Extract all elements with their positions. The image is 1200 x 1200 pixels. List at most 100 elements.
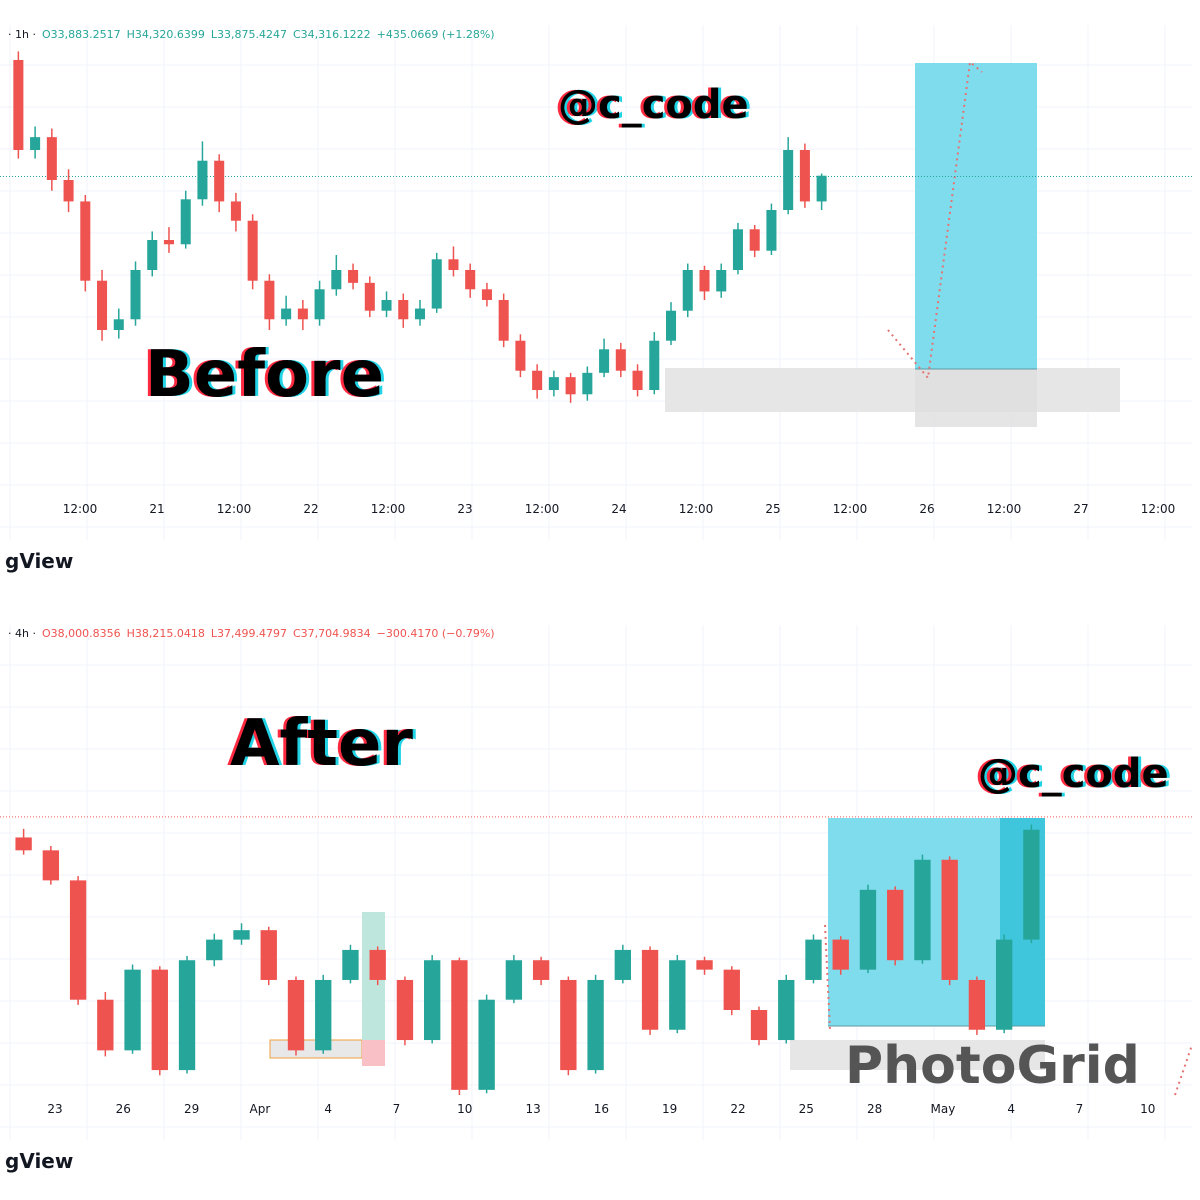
candle-body: [716, 270, 727, 292]
x-tick-label: 29: [184, 1102, 199, 1116]
x-tick-label: 12:00: [679, 502, 714, 516]
candle-body: [649, 340, 660, 390]
annotation: Before: [145, 338, 384, 412]
candle-body: [669, 960, 686, 1030]
candle-body: [97, 999, 114, 1051]
x-tick-label: 12:00: [833, 502, 868, 516]
annotation: @c_code: [558, 82, 749, 128]
candle-body: [799, 150, 810, 202]
candle-body: [13, 60, 24, 150]
candle-body: [816, 175, 827, 202]
candle-body: [197, 160, 208, 200]
x-tick-label: 26: [919, 502, 934, 516]
x-tick-label: 12:00: [1141, 502, 1176, 516]
candle-body: [732, 229, 743, 270]
candle-body: [914, 859, 931, 961]
candle-body: [297, 308, 308, 320]
candle-body: [532, 370, 543, 390]
candle-body: [641, 949, 659, 1030]
candle-body: [414, 308, 426, 320]
candle-body: [451, 960, 468, 1090]
candle-body: [369, 949, 386, 980]
annotation: @c_code: [978, 751, 1169, 797]
x-tick-label: 26: [116, 1102, 131, 1116]
candle-body: [699, 270, 710, 292]
candle-body: [805, 939, 822, 980]
candle-body: [565, 377, 576, 395]
x-tick-label: 28: [867, 1102, 882, 1116]
stop-zone: [915, 369, 1037, 427]
candle-body: [42, 850, 60, 881]
candle-body: [180, 199, 191, 245]
candle-body: [696, 960, 713, 970]
candle-body: [230, 201, 241, 221]
candle-body: [481, 289, 492, 300]
candle-body: [214, 160, 225, 202]
watermark: gView: [5, 549, 73, 573]
ohlc-value: H34,320.6399: [127, 28, 205, 41]
x-tick-label: Apr: [250, 1102, 271, 1116]
x-tick-label: 25: [799, 1102, 814, 1116]
candle-body: [264, 280, 275, 320]
candle-body: [587, 979, 604, 1071]
candle-body: [548, 377, 559, 390]
ohlc-value: L33,875.4247: [211, 28, 287, 41]
ohlc-value: H38,215.0418: [127, 627, 205, 640]
x-tick-label: 10: [1140, 1102, 1155, 1116]
candle-body: [80, 201, 91, 281]
x-tick-label: 23: [457, 502, 472, 516]
x-tick-label: 7: [1076, 1102, 1084, 1116]
x-tick-label: 24: [611, 502, 626, 516]
x-tick-label: 13: [525, 1102, 540, 1116]
ohlc-value: · 1h ·: [8, 28, 36, 41]
ohlc-value: O38,000.8356: [42, 627, 121, 640]
x-tick-label: 27: [1073, 502, 1088, 516]
candle-body: [178, 960, 196, 1071]
candle-body: [478, 999, 495, 1090]
x-tick-label: 21: [149, 502, 164, 516]
candle-body: [247, 220, 258, 281]
candle-body: [396, 979, 414, 1041]
candle-body: [560, 979, 577, 1071]
x-tick-label: 22: [730, 1102, 745, 1116]
candle-body: [505, 960, 523, 1000]
zone: [790, 1040, 1045, 1070]
candle-body: [281, 308, 292, 320]
candle-body: [859, 889, 877, 970]
candle-body: [30, 137, 41, 150]
x-tick-label: 25: [765, 502, 780, 516]
candle-body: [832, 939, 849, 970]
candle-body: [887, 889, 904, 961]
candle-body: [614, 949, 631, 980]
x-tick-label: 23: [47, 1102, 62, 1116]
candle-body: [287, 979, 305, 1051]
candle-body: [941, 859, 958, 980]
candle-body: [331, 270, 342, 290]
target-zone: [915, 63, 1037, 369]
candle-body: [260, 930, 277, 980]
x-tick-label: 22: [303, 502, 318, 516]
ohlc-value: +435.0669 (+1.28%): [377, 28, 495, 41]
candle-body: [766, 210, 777, 251]
ohlc-value: O33,883.2517: [42, 28, 121, 41]
annotation: PhotoGrid: [845, 1036, 1140, 1096]
candle-body: [615, 349, 626, 371]
candle-body: [163, 240, 174, 245]
x-tick-label: 7: [393, 1102, 401, 1116]
candle-body: [147, 240, 158, 270]
candle-body: [431, 259, 442, 309]
candle-body: [498, 300, 509, 341]
candle-body: [398, 300, 409, 320]
candle-body: [342, 949, 359, 980]
zone: [665, 368, 1120, 412]
candle-body: [995, 939, 1013, 1030]
candle-body: [124, 969, 141, 1051]
candle-body: [97, 280, 108, 330]
candle-body: [46, 137, 57, 180]
ohlc-header: · 1h · O33,883.2517 H34,320.6399 L33,875.42…: [8, 28, 495, 41]
charts: · 1h · O33,883.2517 H34,320.6399 L33,875.42…: [0, 28, 1192, 1173]
candle-body: [315, 979, 332, 1051]
candle-body: [749, 229, 760, 251]
candle-body: [448, 259, 459, 270]
candle-body: [15, 837, 32, 851]
